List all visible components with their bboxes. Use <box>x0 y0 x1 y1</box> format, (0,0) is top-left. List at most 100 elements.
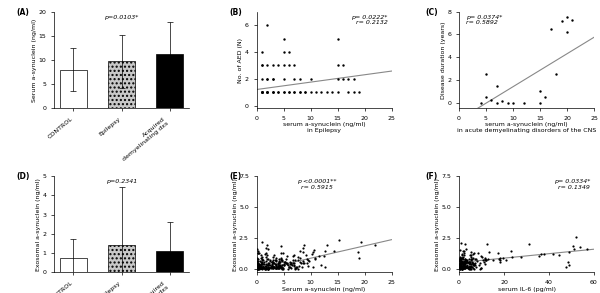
Point <box>267 263 277 268</box>
Point <box>263 90 272 95</box>
Point <box>253 265 262 270</box>
Point <box>493 250 502 255</box>
Point <box>466 266 476 271</box>
Point <box>274 261 283 266</box>
Point <box>259 262 268 266</box>
Point <box>289 253 299 258</box>
Point <box>259 262 269 266</box>
Point <box>481 257 490 262</box>
Point <box>457 256 466 261</box>
Point <box>262 251 271 256</box>
Point <box>469 266 478 271</box>
Point <box>263 256 272 261</box>
Point <box>455 260 464 265</box>
Point <box>293 255 302 259</box>
Point <box>457 253 467 257</box>
Point <box>273 265 283 270</box>
Point <box>268 260 278 264</box>
Point <box>263 266 273 271</box>
Point <box>274 266 283 270</box>
Point <box>457 256 467 261</box>
Point <box>458 260 467 265</box>
Point <box>557 18 566 23</box>
Point <box>252 266 262 270</box>
Text: (A): (A) <box>16 8 29 17</box>
Point <box>278 262 287 267</box>
Point <box>254 257 263 261</box>
Point <box>478 258 488 263</box>
Point <box>454 266 464 271</box>
Point <box>268 63 277 68</box>
Point <box>271 258 281 263</box>
Point <box>253 265 262 270</box>
Point <box>253 260 262 265</box>
Point <box>261 262 271 266</box>
Point <box>301 253 310 258</box>
Point <box>274 90 283 95</box>
Point <box>306 76 316 81</box>
Point <box>278 265 287 270</box>
Point <box>277 266 286 271</box>
Point <box>266 265 276 270</box>
Point <box>259 266 269 271</box>
Point <box>271 265 280 270</box>
Point <box>263 266 272 271</box>
Point <box>290 266 299 270</box>
Point <box>265 263 275 268</box>
Point <box>257 264 266 269</box>
Point <box>460 259 470 263</box>
Point <box>474 263 484 267</box>
Point <box>460 253 469 258</box>
Point <box>277 264 286 269</box>
Point <box>257 90 266 95</box>
Point <box>253 249 263 254</box>
Point <box>261 265 271 270</box>
Point <box>260 265 270 270</box>
Point <box>257 257 267 261</box>
Point <box>271 266 281 270</box>
Point <box>272 266 282 271</box>
Point <box>267 264 277 268</box>
Point <box>463 260 472 264</box>
Point <box>310 255 319 260</box>
Point <box>319 254 329 258</box>
Point <box>332 76 342 81</box>
Point <box>277 266 286 271</box>
Point <box>461 265 471 269</box>
Point <box>254 263 264 268</box>
Point <box>457 266 467 271</box>
Point <box>262 255 271 260</box>
Point <box>263 76 272 81</box>
Point <box>454 259 464 263</box>
Point <box>268 76 277 81</box>
Point <box>480 256 490 260</box>
Point <box>495 259 505 264</box>
Point <box>457 266 466 270</box>
Point <box>259 264 268 269</box>
Point <box>293 257 302 262</box>
Point <box>286 261 296 266</box>
Point <box>455 266 465 271</box>
Point <box>495 258 505 262</box>
Point <box>295 260 305 264</box>
Point <box>282 253 292 258</box>
Point <box>274 90 283 95</box>
Point <box>461 264 470 269</box>
Point <box>263 260 273 265</box>
Point <box>271 261 280 266</box>
Point <box>470 261 479 265</box>
Point <box>481 258 491 263</box>
Point <box>466 253 476 258</box>
Point <box>284 90 294 95</box>
Point <box>329 249 339 253</box>
Point <box>564 262 574 267</box>
Point <box>253 251 262 255</box>
Point <box>289 263 299 268</box>
Point <box>479 260 489 265</box>
Point <box>466 265 475 270</box>
Point <box>459 261 469 266</box>
Point <box>311 90 320 95</box>
Point <box>463 265 473 270</box>
Point <box>464 266 474 271</box>
Point <box>356 240 365 245</box>
